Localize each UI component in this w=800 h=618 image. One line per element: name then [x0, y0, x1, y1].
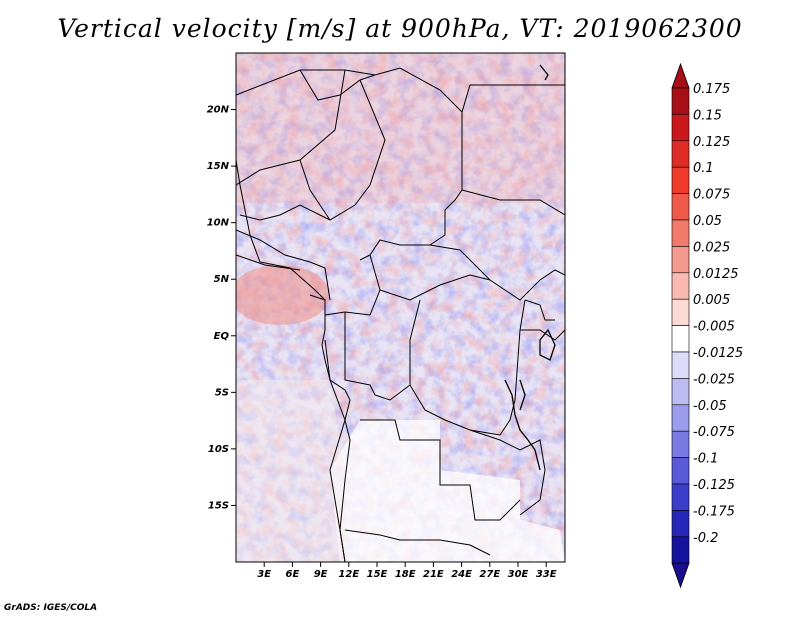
- colorbar-label: 0.075: [693, 188, 730, 203]
- latitude-axis: 20N 15N 10N 5N EQ 5S 10S 15S: [207, 105, 236, 511]
- lon-tick-label: 21E: [423, 569, 444, 580]
- colorbar-label: 0.005: [693, 293, 730, 308]
- lat-tick-label: EQ: [214, 331, 230, 342]
- colorbar-label: 0.175: [693, 82, 730, 97]
- lon-tick-label: 3E: [257, 569, 271, 580]
- lon-tick-label: 12E: [338, 569, 359, 580]
- colorbar-label: -0.05: [693, 399, 727, 414]
- colorbar-swatch: [671, 166, 690, 194]
- colorbar-top-arrow: [671, 62, 690, 89]
- colorbar-label: -0.2: [693, 531, 718, 546]
- colorbar-label: -0.125: [693, 478, 735, 493]
- lon-tick-label: 6E: [286, 569, 300, 580]
- colorbar-swatch: [671, 457, 690, 485]
- colorbar-swatch: [671, 114, 690, 142]
- colorbar-swatch: [671, 193, 690, 221]
- lon-tick-label: 9E: [314, 569, 328, 580]
- footer-credit: GrADS: IGES/COLA: [4, 603, 98, 613]
- colorbar-swatch: [671, 140, 690, 168]
- colorbar-label: -0.175: [693, 504, 735, 519]
- colorbar-swatch: [671, 510, 690, 538]
- colorbar-swatch: [671, 483, 690, 511]
- colorbar-label: 0.125: [693, 135, 730, 150]
- colorbar-label: 0.1: [693, 161, 714, 176]
- chart-title: Vertical velocity [m/s] at 900hPa, VT: 2…: [57, 14, 743, 43]
- lat-tick-label: 20N: [207, 105, 230, 116]
- colorbar-label: -0.025: [693, 372, 735, 387]
- colorbar-swatch: [671, 404, 690, 432]
- colorbar-swatch: [671, 536, 690, 564]
- colorbar-label: -0.1: [693, 452, 718, 467]
- colorbar-swatch: [671, 219, 690, 247]
- colorbar-swatch: [671, 87, 690, 115]
- lon-tick-label: 33E: [536, 569, 557, 580]
- lat-tick-label: 15S: [208, 500, 229, 511]
- colorbar-label: -0.0125: [693, 346, 743, 361]
- lon-tick-label: 18E: [395, 569, 416, 580]
- colorbar-label: 0.05: [693, 214, 722, 229]
- lon-tick-label: 24E: [451, 569, 472, 580]
- map-panel: [236, 53, 565, 562]
- colorbar-swatch: [671, 246, 690, 274]
- colorbar-swatch: [671, 325, 690, 353]
- colorbar-label: 0.15: [693, 108, 722, 123]
- colorbar-label: -0.005: [693, 320, 735, 335]
- colorbar-swatch: [671, 378, 690, 406]
- lat-tick-label: 15N: [207, 161, 230, 172]
- lat-tick-label: 10S: [208, 444, 229, 455]
- lat-tick-label: 10N: [207, 218, 230, 229]
- colorbar-swatch: [671, 430, 690, 458]
- colorbar-label: -0.075: [693, 425, 735, 440]
- lon-tick-label: 30E: [508, 569, 529, 580]
- colorbar-label: 0.025: [693, 240, 730, 255]
- colorbar-swatch: [671, 272, 690, 300]
- lon-tick-label: 15E: [367, 569, 388, 580]
- longitude-axis: 3E 6E 9E 12E 15E 18E 21E 24E 27E 30E 33E: [257, 562, 557, 580]
- colorbar-bottom-arrow: [671, 562, 690, 589]
- country-borders: [236, 64, 565, 562]
- colorbar-label: 0.0125: [693, 267, 739, 282]
- lon-tick-label: 27E: [479, 569, 500, 580]
- colorbar-swatch: [671, 351, 690, 379]
- map-frame: [235, 52, 566, 563]
- lat-tick-label: 5N: [214, 274, 230, 285]
- colorbar: 0.175 0.15 0.125 0.1 0.075 0.05 0.025 0.0125 0.0…: [671, 62, 743, 589]
- colorbar-swatch: [671, 298, 690, 326]
- lat-tick-label: 5S: [215, 387, 229, 398]
